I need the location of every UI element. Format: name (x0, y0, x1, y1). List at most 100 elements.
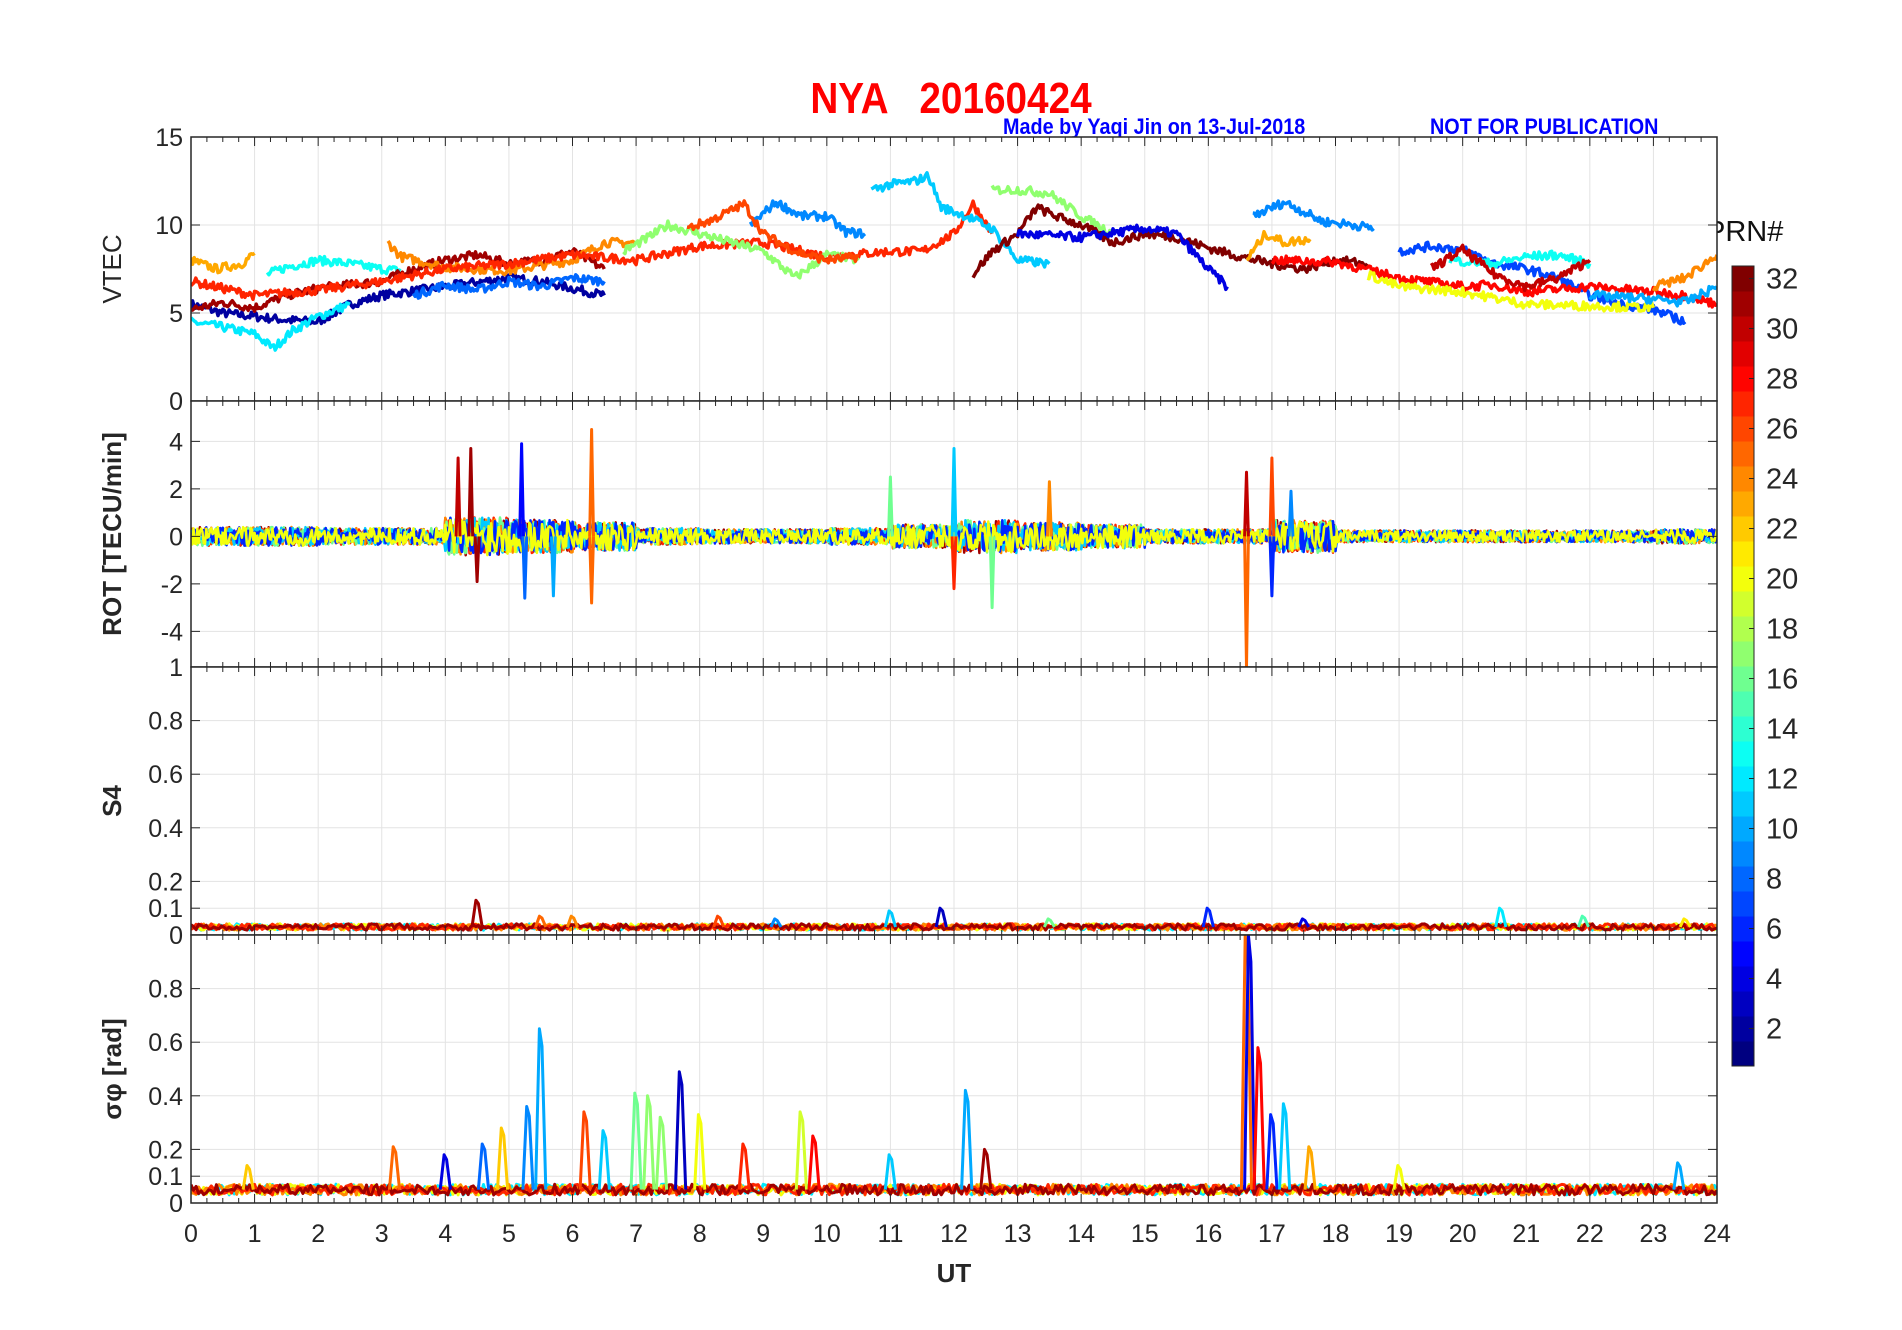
rot-spike (887, 475, 894, 537)
y-axis-label: σφ [rad] (97, 1018, 127, 1119)
s4-spike (534, 914, 548, 928)
sigma_phi-spike (883, 1153, 897, 1190)
y-tick-label: 2 (169, 476, 183, 504)
rot-spike (1243, 536, 1250, 667)
sigma_phi-spike (979, 1147, 993, 1190)
vtec-line-prn-26 (686, 199, 860, 265)
sigma_phi-spike (521, 1105, 535, 1190)
panel-s4: 00.10.2 0.4 0.6 0.8 1 S4 (97, 654, 1718, 950)
colorbar-tick-label: 14 (1766, 714, 1798, 746)
vtec-line-prn-17 (990, 184, 1114, 237)
sigma_phi-line-prn-31 (191, 1182, 1717, 1197)
x-tick-label: 10 (813, 1220, 841, 1248)
sigma_phi-spike (1243, 935, 1257, 1190)
sigma_phi-spike (1278, 1102, 1292, 1190)
colorbar-segment (1732, 616, 1754, 642)
y-axis-label: VTEC (97, 234, 127, 303)
sigma_phi-spike (693, 1113, 707, 1190)
y-tick-label: 10 (155, 212, 183, 240)
colorbar-segment (1732, 891, 1754, 917)
y-tick-label: 0.1 (148, 895, 183, 923)
s4-spike (883, 909, 897, 928)
y-axis-label: ROT [TECU/min] (97, 432, 127, 636)
sigma_phi-spike (534, 1027, 548, 1190)
vtec-line-prn-10 (1588, 284, 1717, 308)
x-tick-label: 1 (248, 1220, 262, 1248)
chart-subtitle-author: Made by Yaqi Jin on 13-Jul-2018 (1003, 114, 1306, 139)
panel-rot: -4 -2 0 2 4 ROT [TECU/min] (97, 400, 1718, 668)
s4-spike (1042, 917, 1056, 928)
colorbar-segment (1732, 316, 1754, 342)
colorbar-segment (1732, 541, 1754, 567)
x-tick-label: 15 (1131, 1220, 1159, 1248)
x-tick-label: 6 (566, 1220, 580, 1248)
colorbar-tick-label: 32 (1766, 264, 1798, 296)
s4-spike (1678, 917, 1692, 928)
sigma_phi-spike (1239, 935, 1254, 1190)
colorbar-tick-label: 20 (1766, 564, 1798, 596)
y-tick-label: 0.6 (148, 1029, 183, 1057)
rot-spike (473, 536, 481, 583)
s4-spike (470, 898, 484, 928)
rot-spike (454, 456, 462, 537)
sigma_phi-spike (1392, 1164, 1406, 1190)
sigma_phi-spike (807, 1134, 821, 1190)
y-tick-label: 0.4 (148, 1083, 183, 1111)
s4-spike (712, 914, 726, 928)
vtec-line-prn-12 (191, 301, 351, 352)
sigma_phi-spike (737, 1142, 751, 1190)
y-tick-label: 0 (169, 523, 183, 551)
y-tick-label: 4 (169, 428, 183, 456)
colorbar-segment (1732, 916, 1754, 942)
colorbar-segment (1732, 816, 1754, 842)
colorbar-frame (1731, 265, 1755, 1067)
rot-spike (950, 447, 958, 537)
chart-title: NYA 20160424 (810, 74, 1092, 123)
colorbar-segment (1732, 766, 1754, 792)
sigma_phi-spike (496, 1126, 510, 1190)
s4-spike (769, 917, 783, 928)
rot-spike (550, 536, 557, 598)
x-tick-label: 7 (629, 1220, 643, 1248)
panel-sigma_phi: 00.10.2 0.4 0.6 0.8 σφ [rad] (97, 934, 1718, 1218)
x-tick-label: 9 (756, 1220, 770, 1248)
s4-spike (1576, 914, 1590, 928)
colorbar-segment (1732, 1016, 1754, 1042)
colorbar-segment (1732, 266, 1754, 292)
panel-vtec: 0 5 10 15 VTEC (97, 124, 1718, 416)
vtec-line-prn-30 (1429, 243, 1592, 293)
vtec-line-prn-9 (748, 199, 867, 239)
colorbar-tick-label: 10 (1766, 814, 1798, 846)
x-tick-label: 24 (1703, 1220, 1731, 1248)
x-tick-label: 14 (1067, 1220, 1095, 1248)
colorbar-segment (1732, 416, 1754, 442)
s4-spike (934, 906, 948, 928)
y-tick-label: 1 (169, 654, 183, 682)
colorbar-tick-label: 16 (1766, 664, 1798, 696)
x-tick-label: 21 (1512, 1220, 1540, 1248)
x-tick-label: 0 (184, 1220, 198, 1248)
vtec-line-prn-8 (411, 273, 606, 300)
sigma_phi-spike (578, 1110, 592, 1190)
rot-spike (1243, 470, 1250, 537)
y-tick-label: -4 (161, 618, 183, 646)
sigma_phi-spike (387, 1145, 402, 1190)
colorbar-segment (1732, 641, 1754, 667)
rot-spike (1268, 536, 1276, 598)
colorbar-segment (1732, 591, 1754, 617)
x-tick-label: 22 (1576, 1220, 1604, 1248)
colorbar-tick-label: 12 (1766, 764, 1798, 796)
y-axis-label: S4 (97, 785, 127, 817)
colorbar-label: PRN# (1706, 216, 1784, 248)
sigma_phi-spike (597, 1129, 611, 1190)
vtec-line-prn-13 (265, 254, 402, 277)
colorbar-tick-label: 6 (1766, 914, 1782, 946)
colorbar-tick-label: 30 (1766, 314, 1798, 346)
x-tick-label: 19 (1385, 1220, 1413, 1248)
y-tick-label: 0.8 (148, 708, 183, 736)
y-tick-label: 0.6 (148, 761, 183, 789)
vtec-line-prn-23 (1245, 229, 1312, 262)
x-tick-label: 20 (1449, 1220, 1477, 1248)
